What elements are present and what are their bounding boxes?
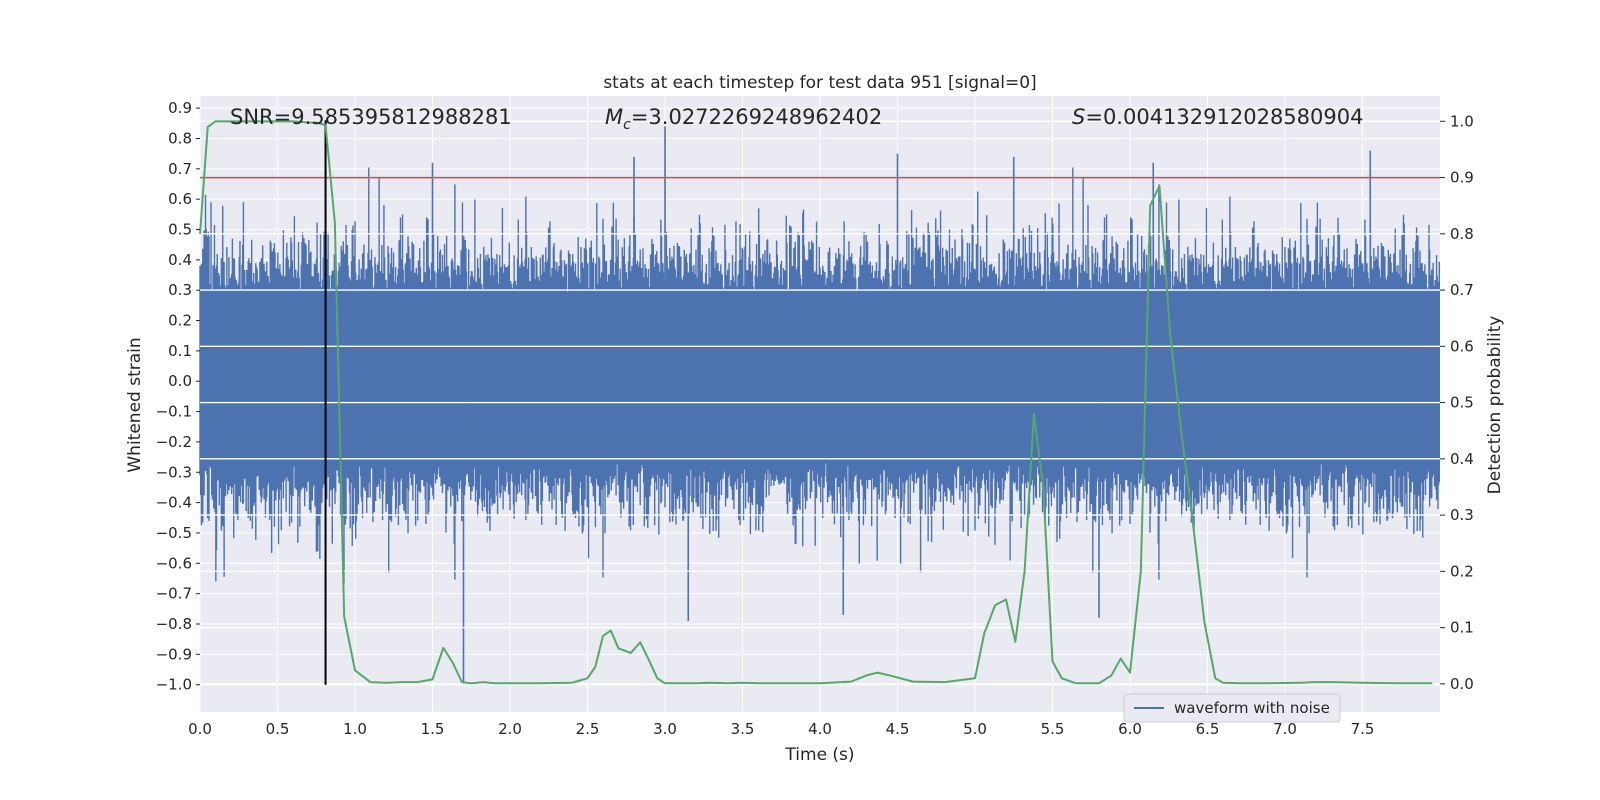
snr-annotation: SNR=9.585395812988281 xyxy=(230,105,512,129)
y-tick-label: −0.2 xyxy=(156,433,192,451)
x-tick-label: 7.0 xyxy=(1273,720,1297,738)
y-tick-label: 0.1 xyxy=(168,342,192,360)
y-tick-label: −0.8 xyxy=(156,615,192,633)
right-y-tick-label: 0.3 xyxy=(1450,506,1474,524)
s-annotation: S=0.004132912028580904 xyxy=(1072,105,1363,129)
x-tick-label: 0.0 xyxy=(188,720,212,738)
y-tick-label: 0.9 xyxy=(168,99,192,117)
y-tick-label: 0.6 xyxy=(168,190,192,208)
y-tick-label: −0.4 xyxy=(156,494,192,512)
x-tick-label: 1.5 xyxy=(421,720,445,738)
right-y-tick-label: 0.4 xyxy=(1450,450,1474,468)
y-tick-label: −0.7 xyxy=(156,585,192,603)
chirp-mass-symbol: M xyxy=(605,105,623,129)
x-tick-label: 5.0 xyxy=(963,720,987,738)
s-value: =0.004132912028580904 xyxy=(1085,105,1363,129)
y-tick-label: −0.9 xyxy=(156,645,192,663)
x-tick-label: 1.0 xyxy=(343,720,367,738)
x-tick-label: 3.0 xyxy=(653,720,677,738)
chart-title: stats at each timestep for test data 951… xyxy=(603,73,1036,93)
legend-box xyxy=(1123,693,1341,723)
s-symbol: S xyxy=(1072,105,1085,129)
y-tick-label: −0.3 xyxy=(156,463,192,481)
y-tick-label: 0.0 xyxy=(168,372,192,390)
y-axis-label: Whitened strain xyxy=(125,337,145,472)
right-y-axis-ticks: 1.0 0.9 0.8 0.7 0.6 0.5 0.4 0.3 0.2 0.1 0.0 xyxy=(1440,112,1474,693)
right-y-tick-label: 0.1 xyxy=(1450,619,1474,637)
y-tick-label: 0.2 xyxy=(168,312,192,330)
y-tick-label: −0.5 xyxy=(156,524,192,542)
right-y-tick-label: 0.9 xyxy=(1450,169,1474,187)
right-y-tick-label: 0.2 xyxy=(1450,562,1474,580)
y-tick-label: −1.0 xyxy=(156,676,192,694)
y-tick-label: −0.6 xyxy=(156,554,192,572)
right-y-tick-label: 1.0 xyxy=(1450,112,1474,130)
right-y-tick-label: 0.6 xyxy=(1450,337,1474,355)
waveform-series xyxy=(199,123,1441,685)
x-axis-label: Time (s) xyxy=(784,745,854,765)
x-tick-label: 6.0 xyxy=(1118,720,1142,738)
x-tick-label: 5.5 xyxy=(1041,720,1065,738)
chirp-mass-value: =3.0272269248962402 xyxy=(631,105,882,129)
y-axis-ticks: 0.9 0.8 0.7 0.6 0.5 0.4 0.3 0.2 0.1 0.0 −0.1 −0.2 −0… xyxy=(156,99,200,694)
x-tick-label: 4.5 xyxy=(886,720,910,738)
right-y-tick-label: 0.5 xyxy=(1450,394,1474,412)
right-y-tick-label: 0.7 xyxy=(1450,281,1474,299)
probability-series xyxy=(199,120,1433,685)
y-tick-label: 0.8 xyxy=(168,129,192,147)
y-tick-label: 0.3 xyxy=(168,281,192,299)
right-y-tick-label: 0.0 xyxy=(1450,675,1474,693)
x-tick-label: 7.5 xyxy=(1351,720,1375,738)
legend-waveform-label: waveform with noise xyxy=(1174,699,1330,717)
x-tick-label: 4.0 xyxy=(808,720,832,738)
y-tick-label: 0.7 xyxy=(168,160,192,178)
x-tick-label: 2.5 xyxy=(576,720,600,738)
x-tick-label: 3.5 xyxy=(731,720,755,738)
legend: waveform with noise xyxy=(1123,693,1341,723)
right-y-tick-label: 0.8 xyxy=(1450,225,1474,243)
right-y-axis-label: Detection probability xyxy=(1485,316,1505,495)
x-axis-ticks: 0.0 0.5 1.0 1.5 2.0 2.5 3.0 3.5 4.0 4.5 5.0 5.5 6.0 6… xyxy=(188,720,1374,738)
chirp-mass-annotation: Mc=3.0272269248962402 xyxy=(605,105,882,133)
x-tick-label: 6.5 xyxy=(1196,720,1220,738)
probability-line xyxy=(199,120,1433,685)
x-tick-label: 0.5 xyxy=(266,720,290,738)
x-tick-label: 2.0 xyxy=(498,720,522,738)
y-tick-label: 0.4 xyxy=(168,251,192,269)
chirp-mass-subscript: c xyxy=(623,117,631,133)
y-tick-label: −0.1 xyxy=(156,403,192,421)
y-tick-label: 0.5 xyxy=(168,221,192,239)
